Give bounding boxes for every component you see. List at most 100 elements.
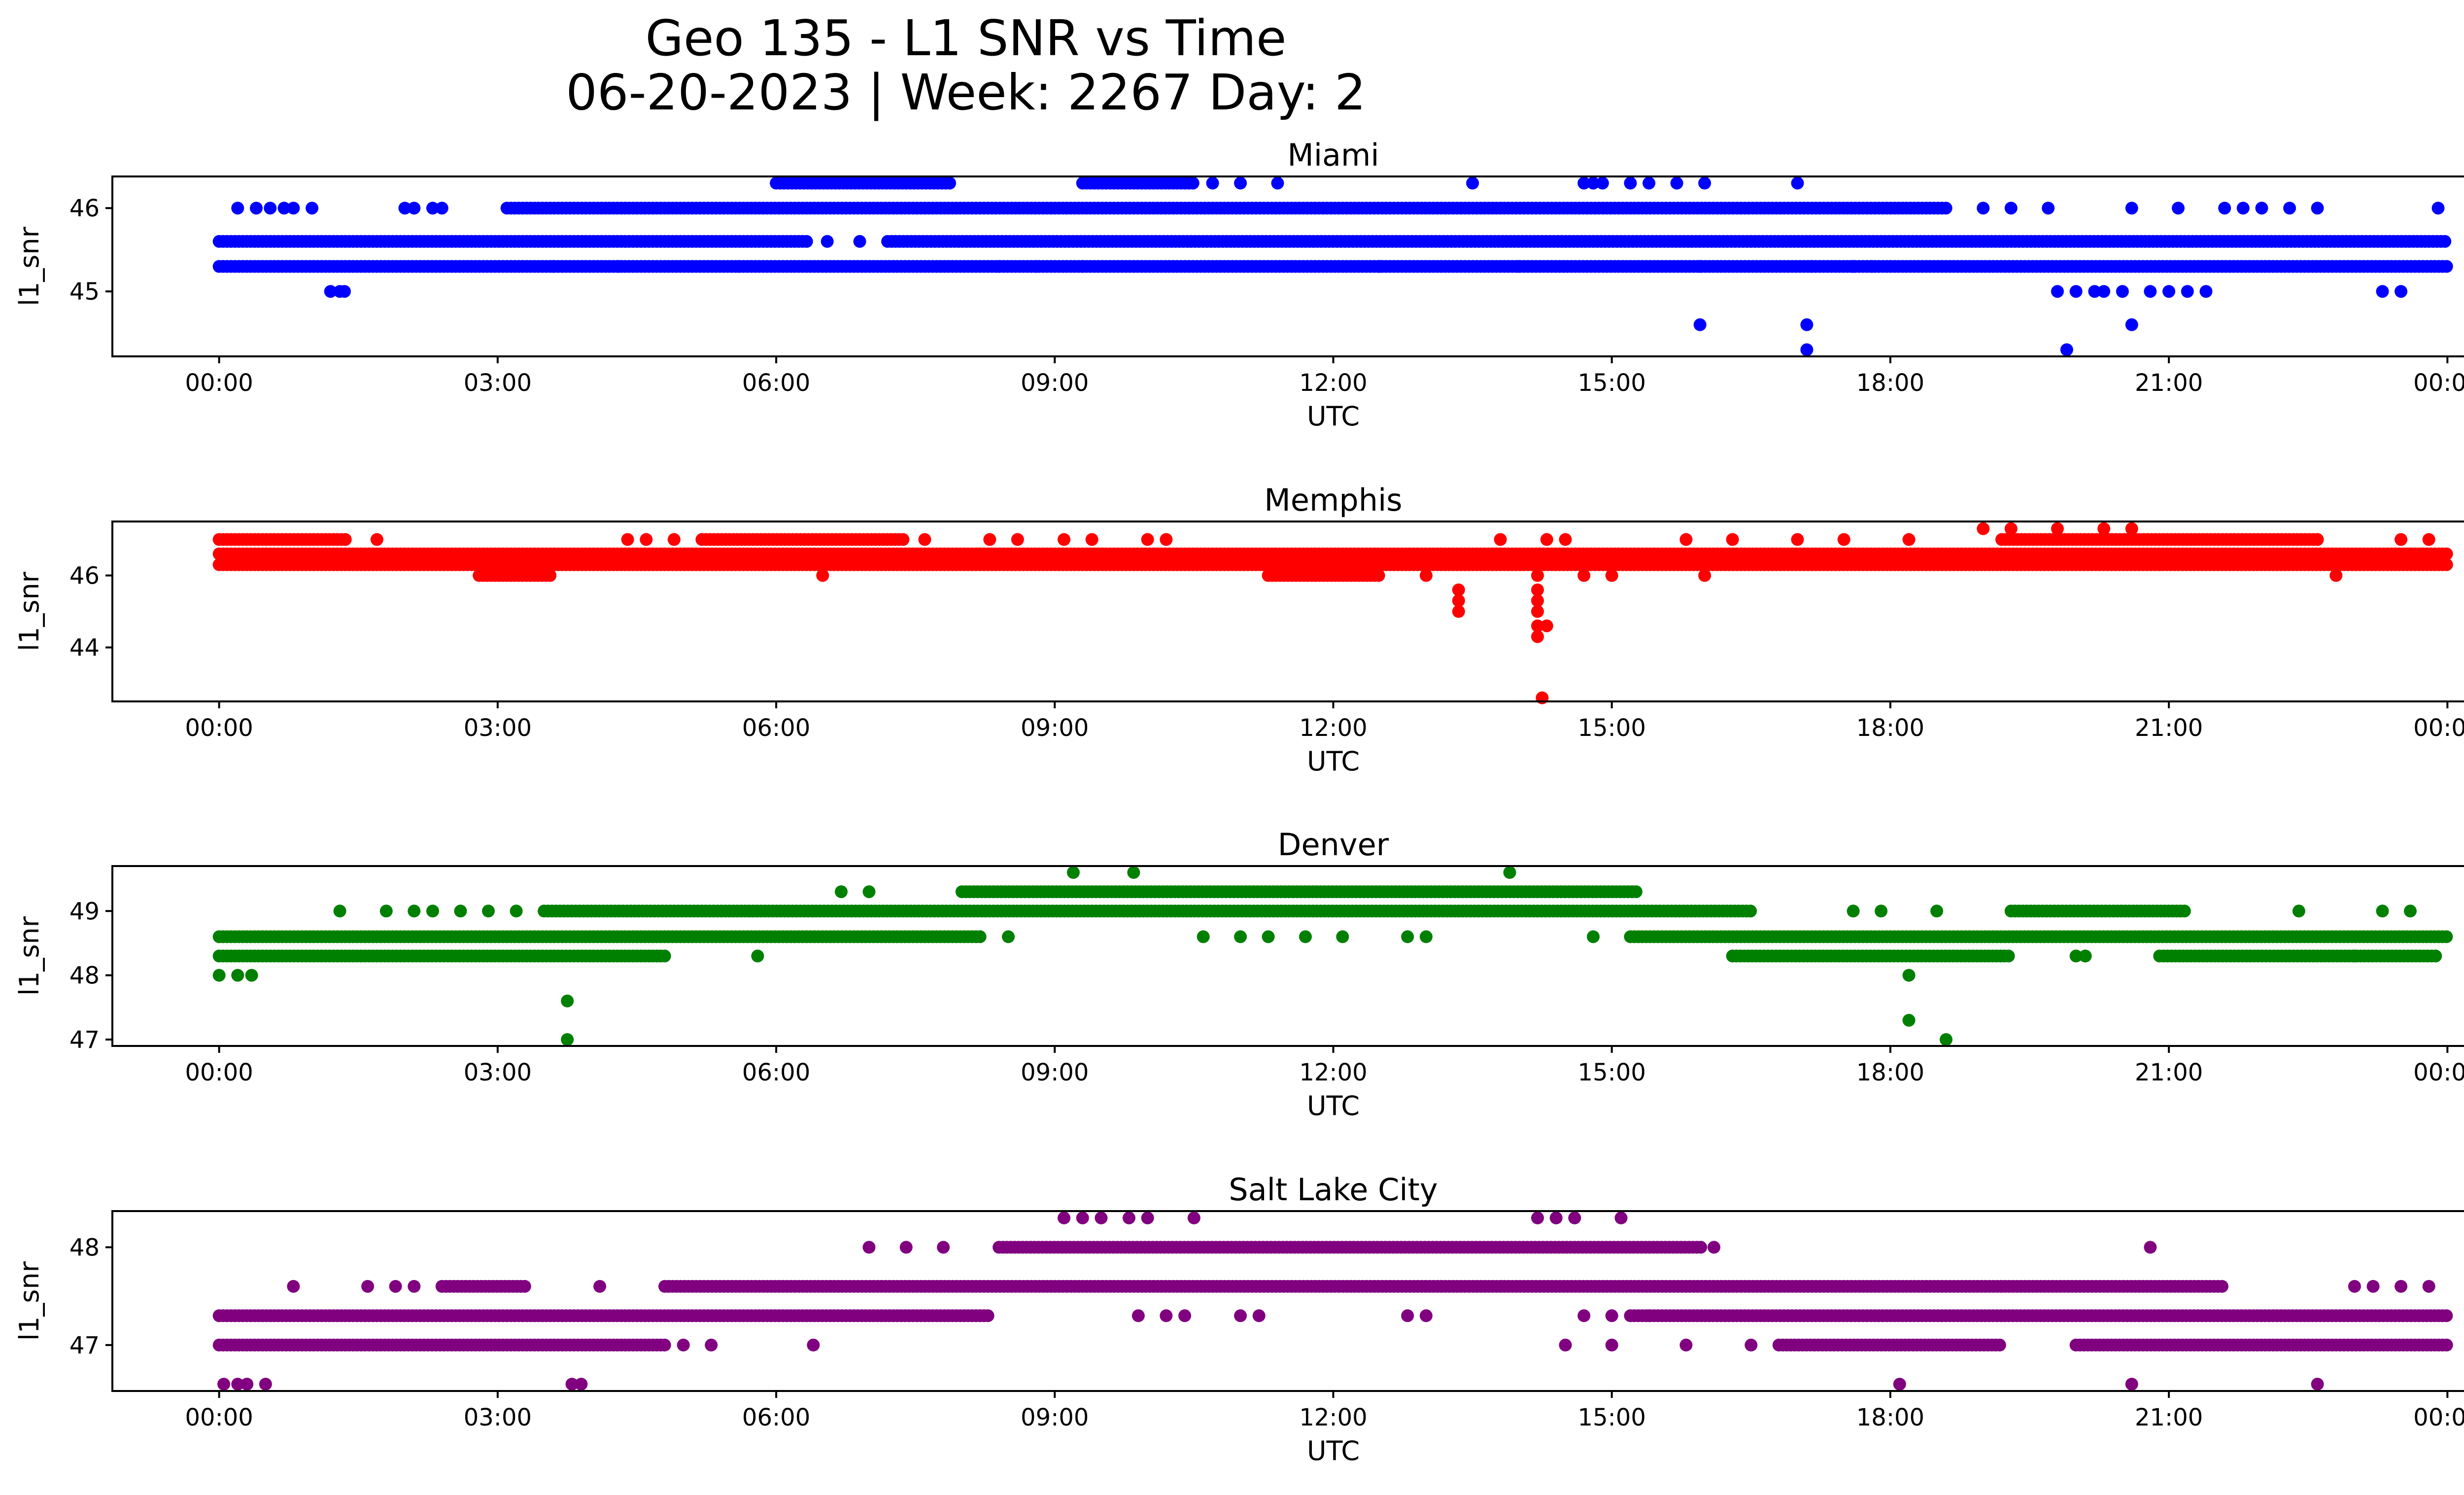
dense-band-2 [538,904,1757,918]
data-point [896,533,910,546]
data-point [2069,285,2083,298]
data-point [212,969,226,982]
data-point [751,949,764,963]
data-point [2438,235,2452,248]
data-point [2172,202,2185,215]
data-point [1029,260,1043,273]
data-point [2002,949,2015,963]
dense-band-3 [500,202,1952,215]
data-point [2004,522,2018,535]
data-point [2125,522,2138,535]
data-point [454,904,467,918]
x-tick-label: 21:00 [2135,714,2203,742]
subplot-title: Miami [1287,137,1379,173]
data-point [544,569,557,582]
data-point [2042,202,2055,215]
data-point [1791,533,1804,546]
data-point [658,1338,671,1352]
x-tick-label: 18:00 [1856,714,1924,742]
data-point [2311,533,2324,546]
data-point [1800,343,1814,356]
x-tick-label: 09:00 [1021,1059,1089,1086]
dense-band-2 [435,1280,531,1293]
dense-band-1 [212,1338,671,1352]
data-point [2236,202,2250,215]
data-point [2060,343,2073,356]
x-tick-label: 18:00 [1856,1059,1924,1086]
dense-band-6 [2004,904,2191,918]
data-point [2097,285,2111,298]
data-point [2162,285,2176,298]
x-tick-label: 12:00 [1299,714,1367,742]
dense-band-0 [212,260,2453,273]
x-tick-label: 15:00 [1578,1059,1646,1086]
x-tick-label: 06:00 [742,369,810,397]
data-point [1629,885,1643,899]
data-point [800,235,813,248]
x-tick-label: 03:00 [464,714,532,742]
x-tick-label: 00:00 [185,714,253,742]
data-point [667,533,681,546]
y-tick-label: 46 [69,562,100,590]
data-point [2116,285,2129,298]
data-point [2404,904,2417,918]
data-point [1197,930,1210,943]
data-point [1262,930,1275,943]
data-point [2440,547,2453,560]
data-point [1791,176,1804,190]
dense-band-1 [212,235,813,248]
data-points [212,176,2453,356]
data-point [2051,522,2064,535]
data-point [1930,904,1944,918]
data-point [1693,318,1707,331]
data-point [2088,285,2101,298]
dense-band-1 [212,547,2453,560]
data-point [1587,930,1600,943]
data-point [1160,533,1173,546]
data-point [2395,533,2408,546]
dense-band-5 [1076,176,1199,190]
data-point [1837,533,1850,546]
data-point [2051,285,2064,298]
data-point [1206,176,1219,190]
data-point [835,885,848,899]
data-point [1127,866,1140,879]
data-point [1940,1033,1952,1046]
subplot-title: Memphis [1264,482,1402,518]
figure-title-line2: 06-20-2023 | Week: 2267 Day: 2 [566,64,1366,121]
data-point [1512,260,1526,273]
data-point [612,260,625,273]
data-point [1373,260,1386,273]
data-point [2181,285,2194,298]
data-point [2376,285,2389,298]
data-point [943,176,957,190]
data-point [333,904,346,918]
x-tick-label: 21:00 [2135,1059,2203,1086]
x-tick-label: 00:00 [185,369,253,397]
data-point [1726,533,1739,546]
data-point [1401,930,1414,943]
data-point [2292,904,2305,918]
data-point [1336,930,1349,943]
data-point [821,235,834,248]
data-point [992,260,1006,273]
data-point [658,949,671,963]
data-point [2153,558,2166,571]
data-point [1698,569,1711,582]
data-point [1605,569,1618,582]
data-point [2079,949,2092,963]
y-axis-label: l1_snr [14,916,45,996]
y-tick-label: 45 [69,278,100,306]
data-point [1271,176,1284,190]
data-point [338,285,351,298]
data-point [518,1280,531,1293]
data-point [561,994,574,1008]
data-point [1670,176,1683,190]
data-point [1902,533,1916,546]
y-tick-label: 48 [69,962,100,990]
data-point [732,260,746,273]
data-point [324,285,337,298]
x-tick-label: 12:00 [1299,1059,1367,1086]
